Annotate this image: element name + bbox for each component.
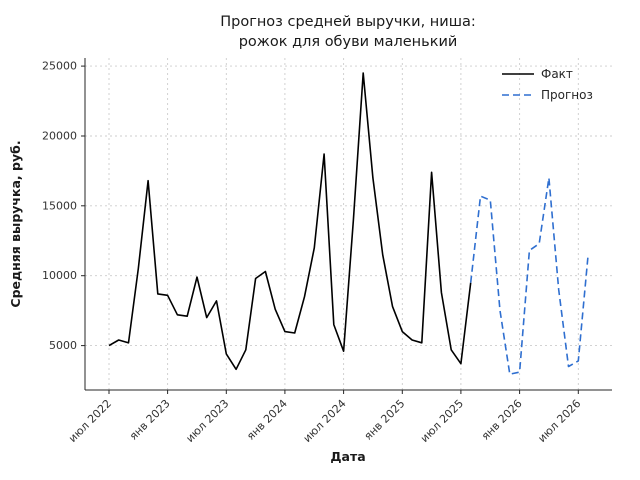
y-tick-label: 5000	[49, 339, 77, 352]
y-axis-label: Средняя выручка, руб.	[8, 140, 23, 307]
y-tick-label: 25000	[42, 60, 77, 73]
chart-title-line1: Прогноз средней выручки, ниша:	[220, 14, 476, 30]
legend-label: Факт	[541, 67, 573, 81]
forecast-line	[469, 177, 589, 376]
x-tick-label: июл 2026	[535, 397, 583, 445]
series-layer	[108, 72, 589, 376]
y-tick-label: 15000	[42, 199, 77, 212]
legend-label: Прогноз	[541, 88, 593, 102]
x-tick-label: июл 2023	[183, 397, 231, 445]
x-tick-label: янв 2023	[127, 397, 173, 443]
grid-layer	[85, 58, 612, 390]
axes-layer: 5000 10000 15000 20000 25000 июл 2022 янв 2023…	[42, 58, 612, 445]
y-tick-label: 20000	[42, 130, 77, 143]
x-tick-label: июл 2022	[66, 397, 114, 445]
fact-line	[108, 72, 472, 371]
y-tick-label: 10000	[42, 269, 77, 282]
x-tick-label: янв 2024	[244, 397, 290, 443]
x-tick-label: янв 2025	[362, 397, 408, 443]
x-tick-label: июл 2025	[418, 397, 466, 445]
x-tick-label: янв 2026	[479, 397, 525, 443]
x-tick-label: июл 2024	[301, 397, 349, 445]
x-axis-label: Дата	[330, 449, 365, 464]
legend: Факт Прогноз	[502, 67, 593, 102]
chart-title-line2: рожок для обуви маленький	[239, 34, 458, 50]
